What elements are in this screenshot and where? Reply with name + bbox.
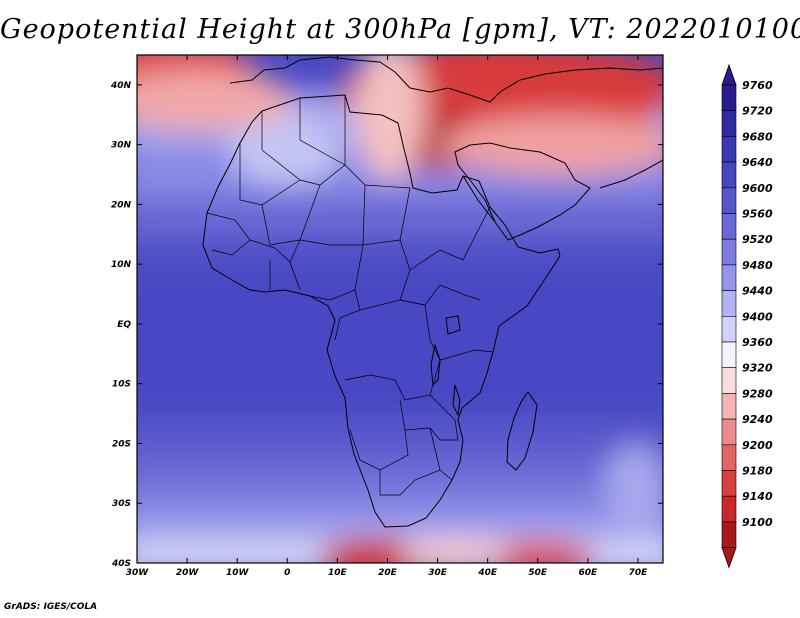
lon-label: 30W — [126, 568, 150, 578]
colorbar-label: 9600 — [742, 182, 773, 195]
lon-label: 30E — [428, 568, 448, 578]
red-sea — [462, 175, 496, 223]
colorbar-swatch — [721, 290, 737, 317]
lake-victoria — [445, 315, 461, 335]
colorbar-label: 9640 — [742, 156, 773, 169]
africa-outline — [202, 94, 561, 528]
colorbar-label: 9720 — [742, 105, 773, 118]
colorbar-swatch — [721, 136, 737, 163]
arabia-outline — [454, 142, 591, 241]
colorbar-label: 9760 — [742, 79, 773, 92]
colorbar-swatch — [721, 495, 737, 523]
coastlines — [202, 56, 663, 528]
lon-label: 10E — [328, 568, 348, 578]
grads-credit: GrADS: IGES/COLA — [4, 602, 98, 612]
colorbar-swatch — [721, 238, 737, 266]
longitude-axis: 30W 20W 10W 0 10E 20E 30E 40E 50E 60E 70E — [126, 55, 648, 578]
colorbar-swatch — [721, 470, 737, 497]
colorbar-swatch — [721, 264, 737, 291]
lon-label: 70E — [629, 568, 649, 578]
latitude-axis: 40N 30N 20N 10N EQ 10S 20S 30S 40S — [110, 81, 663, 569]
lat-label: 30S — [112, 499, 131, 509]
colorbar-swatch — [721, 393, 737, 420]
colorbar-swatch — [721, 213, 737, 240]
colorbar-label: 9100 — [742, 516, 773, 529]
colorbar-top-arrow — [721, 63, 737, 86]
colorbar-swatch — [721, 444, 737, 471]
colorbar-swatch — [721, 418, 737, 446]
lon-label: 10W — [226, 568, 250, 578]
lat-label: 40N — [110, 81, 132, 91]
europe-outline — [229, 56, 663, 103]
lat-label: 40S — [111, 559, 131, 569]
country-borders — [206, 95, 494, 496]
colorbar-swatch — [721, 84, 737, 112]
lon-label: 60E — [579, 568, 599, 578]
colorbar-label: 9280 — [742, 387, 773, 400]
map-frame — [136, 54, 664, 564]
chart-title: Geopotential Height at 300hPa [gpm], VT:… — [0, 14, 800, 45]
lon-label: 50E — [528, 568, 548, 578]
lat-label: 10N — [111, 260, 132, 270]
colorbar-swatch — [721, 521, 737, 548]
lat-label: 20N — [111, 200, 132, 210]
lake-tanganyika — [430, 343, 441, 387]
colorbar-swatch — [721, 367, 737, 394]
colorbar-bottom-arrow — [721, 547, 737, 569]
colorbar-swatch — [721, 341, 737, 369]
height-field — [137, 55, 663, 563]
colorbar-label: 9440 — [742, 285, 773, 298]
lon-label: 40E — [477, 568, 498, 578]
india-outline — [599, 159, 663, 189]
colorbar: 9760 9720 9680 9640 9600 9560 9520 9480 9440 9400… — [721, 63, 773, 569]
colorbar-label: 9560 — [742, 208, 773, 221]
colorbar-label: 9680 — [742, 130, 773, 143]
colorbar-swatch — [721, 315, 737, 343]
colorbar-swatch — [721, 110, 737, 137]
colorbar-label: 9320 — [742, 362, 773, 375]
lat-label: 20S — [112, 439, 131, 449]
colorbar-label: 9140 — [742, 490, 773, 503]
lat-label: 30N — [111, 141, 132, 151]
colorbar-label: 9360 — [742, 336, 773, 349]
lat-label: EQ — [117, 320, 131, 330]
lon-label: 20E — [378, 568, 398, 578]
colorbar-swatch — [721, 161, 737, 189]
colorbar-label: 9240 — [742, 413, 773, 426]
lon-label: 20W — [176, 568, 200, 578]
colorbar-label: 9180 — [742, 465, 773, 478]
colorbar-label: 9200 — [742, 439, 773, 452]
lon-label: 0 — [284, 568, 290, 578]
colorbar-label: 9480 — [742, 259, 773, 272]
madagascar-outline — [506, 391, 538, 471]
colorbar-swatch — [721, 187, 737, 214]
colorbar-label: 9520 — [742, 233, 773, 246]
lake-malawi — [452, 384, 461, 417]
lat-label: 10S — [112, 380, 131, 390]
colorbar-label: 9400 — [742, 310, 773, 323]
